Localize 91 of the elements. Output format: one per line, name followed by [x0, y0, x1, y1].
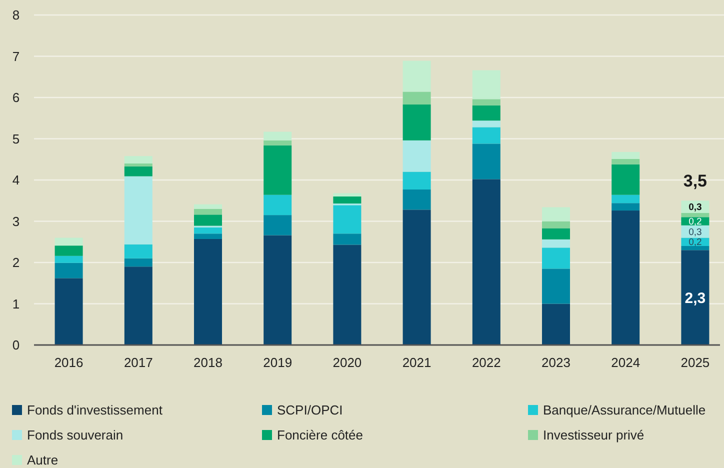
bar	[333, 193, 362, 196]
x-tick-label: 2016	[54, 355, 84, 370]
bar	[472, 144, 500, 180]
bar	[54, 278, 83, 345]
x-tick-label: 2023	[542, 355, 570, 370]
total-label: 3,5	[683, 172, 708, 191]
bar	[124, 258, 152, 267]
bar	[264, 145, 292, 195]
bar	[472, 179, 500, 345]
bar	[124, 244, 152, 258]
bar	[612, 152, 640, 159]
legend-label: Foncière côtée	[277, 428, 363, 443]
y-tick-label: 1	[12, 296, 20, 312]
bar	[542, 207, 570, 222]
bar	[542, 248, 570, 269]
legend-label: Fonds d'investissement	[27, 402, 163, 418]
legend-label: Banque/Assurance/Mutuelle	[543, 402, 706, 418]
bar	[402, 189, 431, 210]
bar	[542, 228, 570, 240]
x-tick-label: 2025	[680, 355, 710, 370]
bar	[542, 304, 570, 345]
bar	[194, 234, 222, 239]
bar	[333, 205, 362, 234]
bar	[612, 203, 640, 211]
bar	[681, 246, 710, 250]
x-tick-label: 2024	[611, 355, 640, 370]
y-tick-label: 7	[12, 48, 20, 64]
x-tick-label: 2019	[263, 355, 292, 370]
bar	[264, 140, 292, 146]
data-label: 0,2	[688, 216, 702, 228]
bar	[542, 221, 570, 228]
bar	[472, 99, 500, 106]
y-tick-label: 3	[12, 214, 20, 229]
bar	[472, 120, 500, 128]
bar	[194, 204, 222, 209]
bar	[124, 176, 152, 244]
bar	[333, 234, 362, 245]
bar	[681, 213, 710, 218]
bar	[472, 70, 500, 100]
legend-label: Autre	[27, 452, 58, 468]
bar	[402, 172, 431, 190]
bar	[54, 238, 83, 246]
bar	[472, 105, 500, 121]
bar	[54, 262, 83, 278]
x-tick-label: 2020	[332, 355, 362, 370]
bar	[542, 239, 570, 248]
bar	[472, 127, 500, 144]
bar	[194, 208, 222, 215]
data-label: 0,3	[688, 226, 702, 238]
bar	[194, 214, 222, 226]
bar	[333, 196, 362, 204]
bar	[612, 194, 640, 204]
x-tick-label: 2021	[402, 355, 432, 370]
bar	[54, 246, 83, 256]
legend-label: Investisseur privé	[543, 428, 644, 443]
y-tick-label: 2	[12, 255, 20, 270]
bar	[264, 132, 292, 140]
bar	[124, 166, 152, 176]
y-tick-label: 4	[12, 172, 20, 188]
y-tick-label: 6	[12, 90, 20, 106]
bar	[54, 256, 83, 263]
bar	[124, 266, 152, 345]
y-tick-label: 0	[12, 338, 20, 353]
bar	[264, 215, 292, 236]
data-label: 0,2	[688, 237, 702, 248]
y-tick-label: 8	[12, 8, 20, 23]
x-tick-label: 2018	[194, 355, 222, 370]
bar	[681, 250, 710, 345]
bar	[402, 92, 431, 105]
y-tick-label: 5	[12, 131, 20, 146]
bar	[124, 164, 152, 166]
legend-label: Fonds souverain	[27, 428, 124, 443]
bar	[402, 104, 431, 140]
bar	[612, 210, 640, 345]
x-tick-label: 2017	[124, 355, 153, 370]
bar	[194, 227, 222, 234]
bar	[402, 140, 431, 172]
data-label: 2,3	[684, 290, 706, 307]
x-tick-label: 2022	[472, 355, 501, 370]
bar	[264, 194, 292, 216]
bar	[612, 164, 640, 195]
bar	[333, 244, 362, 345]
legend-label: SCPI/OPCI	[277, 402, 343, 418]
bar	[542, 268, 570, 304]
bar	[402, 210, 431, 345]
bar	[402, 60, 431, 92]
bar	[194, 238, 222, 345]
bar	[264, 235, 292, 345]
bar	[612, 158, 640, 164]
data-label: 0,3	[688, 202, 702, 214]
bar	[124, 156, 152, 164]
